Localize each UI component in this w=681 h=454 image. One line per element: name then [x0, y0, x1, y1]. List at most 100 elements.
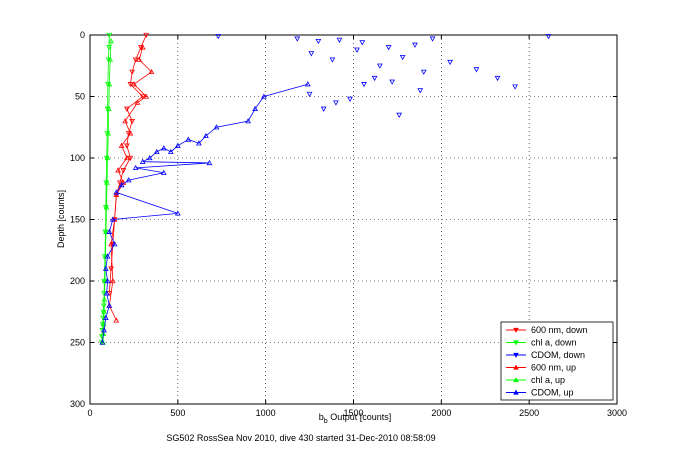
- data-point-cdom-down: [333, 100, 339, 106]
- data-point-cdom-down: [354, 47, 360, 53]
- data-point-600-nm-up: [113, 191, 120, 198]
- data-point-cdom-down: [376, 63, 383, 69]
- data-point-600-nm-down: [129, 69, 136, 75]
- legend-box: [500, 321, 614, 401]
- data-point-cdom-down: [429, 36, 436, 42]
- data-point-600-nm-down: [138, 45, 144, 51]
- data-point-600-nm-down: [124, 143, 130, 149]
- data-point-600-nm-down: [120, 168, 127, 174]
- data-point-600-nm-up: [131, 81, 137, 87]
- data-point-cdom-up: [252, 105, 259, 111]
- data-point-cdom-down: [306, 91, 313, 98]
- data-point-cdom-down: [512, 84, 518, 90]
- data-point-600-nm-down: [129, 118, 136, 125]
- data-point-cdom-up: [103, 290, 110, 296]
- data-point-chl-a-down: [105, 57, 112, 63]
- data-point-600-nm-down: [116, 180, 123, 186]
- legend-marker: [513, 377, 519, 383]
- data-point-600-nm-up: [113, 317, 120, 323]
- data-point-chl-a-up: [105, 105, 112, 111]
- x-tick-label: 2500: [519, 408, 539, 418]
- legend-entry: CDOM, down: [531, 350, 585, 360]
- data-point-cdom-up: [106, 228, 113, 234]
- data-point-600-nm-up: [115, 167, 121, 173]
- data-point-chl-a-down: [100, 303, 107, 309]
- data-point-600-nm-up: [120, 179, 127, 185]
- data-point-cdom-up: [102, 314, 109, 321]
- data-point-chl-a-down: [106, 45, 112, 51]
- data-point-cdom-up: [104, 277, 111, 284]
- data-point-cdom-up: [99, 339, 106, 345]
- x-tick-label: 0: [87, 408, 92, 418]
- data-point-cdom-down: [320, 106, 327, 112]
- data-point-cdom-up: [167, 148, 174, 155]
- data-point-chl-a-down: [102, 205, 109, 211]
- data-point-cdom-up: [153, 148, 160, 155]
- data-point-chl-a-up: [103, 204, 110, 210]
- data-point-chl-a-up: [104, 179, 110, 185]
- data-point-cdom-down: [308, 51, 315, 57]
- data-point-chl-a-up: [107, 56, 114, 62]
- data-point-cdom-up: [113, 189, 120, 195]
- data-point-cdom-down: [371, 75, 378, 82]
- legend-marker: [513, 340, 519, 346]
- data-point-cdom-down: [336, 37, 343, 43]
- x-tick-label: 3000: [607, 408, 627, 418]
- data-point-cdom-up: [132, 164, 139, 170]
- data-point-chl-a-up: [108, 38, 114, 44]
- legend-entry: CDOM, up: [531, 388, 574, 398]
- data-point-cdom-down: [399, 54, 406, 61]
- legend-entry: 600 nm, up: [531, 363, 576, 373]
- data-point-cdom-up: [261, 93, 267, 99]
- plot-area: 0 500 1000 1500 2000 2500 3000 0 50 100 150 200 250 3…: [70, 30, 627, 418]
- data-point-600-nm-down: [132, 57, 139, 63]
- data-point-600-nm-up: [108, 241, 114, 247]
- data-point-cdom-up: [118, 182, 125, 188]
- data-point-cdom-up: [139, 158, 146, 164]
- data-point-cdom-up: [174, 142, 181, 148]
- data-point-chl-a-up: [104, 154, 111, 161]
- data-point-cdom-down: [545, 34, 552, 40]
- data-point-600-nm-up: [148, 68, 155, 75]
- y-tick-label: 250: [70, 338, 85, 348]
- x-axis-label-subscript: b: [324, 418, 328, 425]
- data-point-cdom-up: [104, 253, 111, 259]
- data-point-cdom-up: [160, 169, 167, 175]
- y-tick-label: 150: [70, 215, 85, 225]
- y-axis-label: Depth [counts]: [56, 190, 66, 248]
- data-point-cdom-down: [329, 57, 336, 63]
- data-point-cdom-up: [160, 145, 167, 151]
- data-point-cdom-down: [396, 112, 403, 118]
- data-point-600-nm-down: [127, 155, 134, 162]
- y-tick-label: 50: [75, 92, 85, 102]
- data-point-cdom-down: [294, 36, 301, 42]
- legend-entry: chl a, down: [531, 338, 577, 348]
- data-point-cdom-down: [447, 59, 453, 66]
- legend-marker: [513, 364, 519, 370]
- data-point-cdom-up: [125, 177, 132, 183]
- data-point-cdom-down: [385, 45, 392, 51]
- legend-marker: [513, 352, 519, 358]
- data-point-cdom-up: [304, 81, 311, 87]
- data-point-cdom-down: [359, 40, 366, 46]
- data-point-cdom-up: [109, 216, 116, 222]
- data-point-chl-a-up: [105, 130, 112, 136]
- data-point-600-nm-up: [122, 118, 129, 124]
- data-point-600-nm-up: [118, 142, 125, 148]
- x-tick-label: 1500: [343, 408, 363, 418]
- data-point-cdom-up: [174, 210, 181, 216]
- data-point-600-nm-down: [139, 94, 146, 100]
- data-point-cdom-up: [185, 136, 192, 142]
- data-point-cdom-up: [206, 159, 213, 166]
- y-tick-label: 300: [70, 399, 85, 409]
- data-point-600-nm-up: [134, 99, 141, 105]
- data-point-600-nm-up: [139, 44, 146, 50]
- data-point-chl-a-down: [106, 32, 113, 39]
- data-point-cdom-up: [203, 132, 209, 139]
- data-point-cdom-down: [389, 79, 396, 85]
- x-tick-label: 2000: [431, 408, 451, 418]
- data-point-chl-a-up: [101, 308, 107, 314]
- data-point-chl-a-up: [101, 296, 108, 302]
- data-point-600-nm-down: [143, 32, 150, 39]
